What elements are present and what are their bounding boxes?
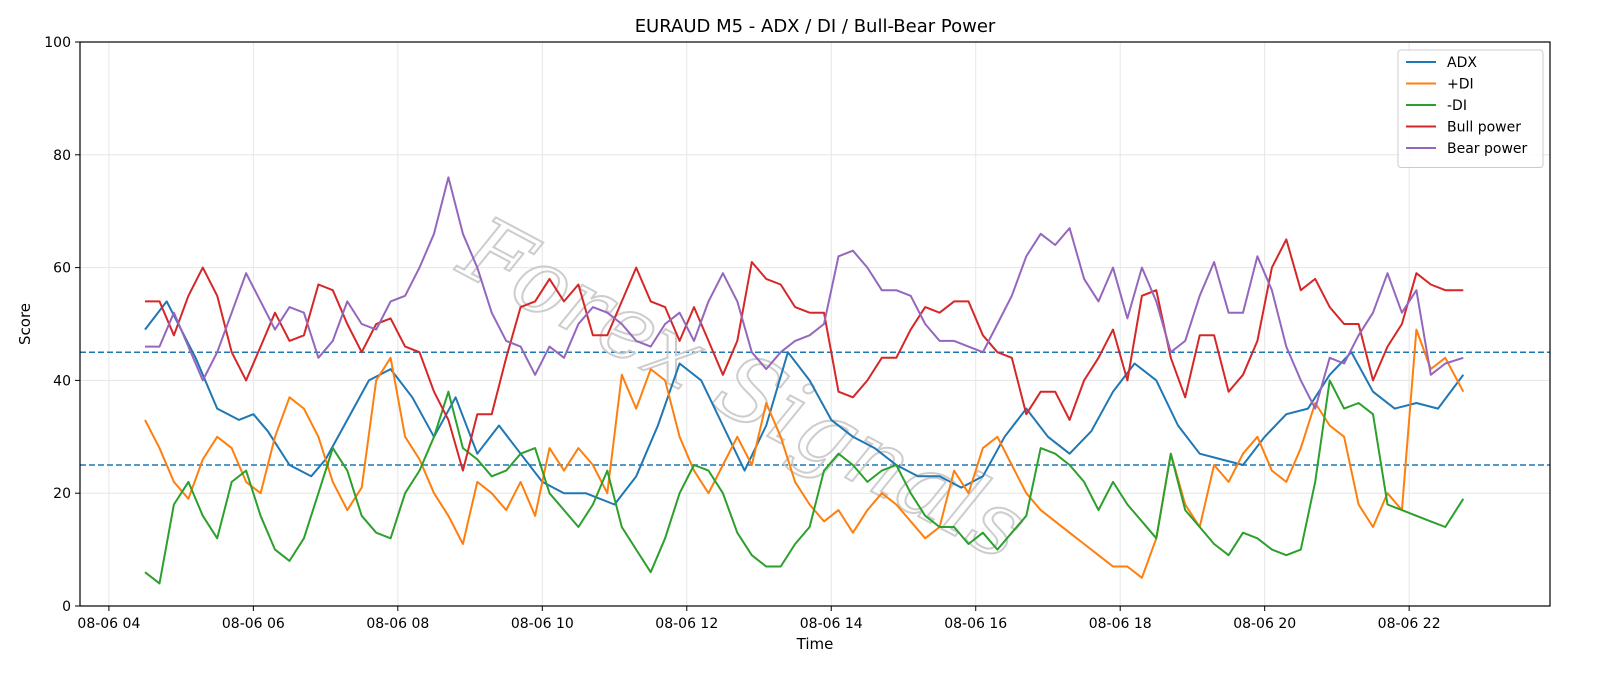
series-line-di [144,328,1465,579]
y-tick-label: 60 [53,261,71,277]
plot-frame [79,41,1551,607]
x-axis-label: Time [796,635,834,653]
x-tick-label: 08-06 10 [511,616,574,632]
y-tick-label: 0 [62,599,71,615]
x-tick-label: 08-06 06 [222,616,285,632]
legend: ADX +DI -DI Bull power Bear power [1397,49,1544,168]
legend-label: Bull power [1447,120,1521,136]
x-tick-label: 08-06 08 [366,616,429,632]
series-line-di [144,379,1465,585]
x-tick-label: 08-06 04 [77,616,140,632]
series-line-bear-power [145,176,1464,410]
x-tick-label: 08-06 18 [1089,616,1152,632]
x-axis: 08-06 04 08-06 06 08-06 08 08-06 10 08-06 12… [77,606,1441,632]
series-lines [144,176,1465,585]
x-tick-label: 08-06 20 [1233,616,1296,632]
legend-label: -DI [1447,98,1467,114]
y-tick-label: 20 [53,486,71,502]
x-tick-label: 08-06 12 [655,616,718,632]
series-line-bull-power [145,238,1464,472]
legend-label: Bear power [1447,141,1528,157]
x-tick-label: 08-06 16 [944,616,1007,632]
y-tick-label: 40 [53,373,71,389]
legend-label: ADX [1447,55,1477,71]
x-tick-label: 08-06 22 [1378,616,1441,632]
y-axis-label: Score [16,303,34,345]
series-line-adx [144,300,1465,506]
y-axis: 0 20 40 60 80 100 [44,35,80,615]
chart-title: EURAUD M5 - ADX / DI / Bull-Bear Power [635,16,996,37]
reference-lines [80,351,1550,466]
x-tick-label: 08-06 14 [800,616,863,632]
y-tick-label: 80 [53,148,71,164]
y-tick-label: 100 [44,35,71,51]
legend-label: +DI [1447,77,1474,93]
legend-box [1397,49,1544,168]
